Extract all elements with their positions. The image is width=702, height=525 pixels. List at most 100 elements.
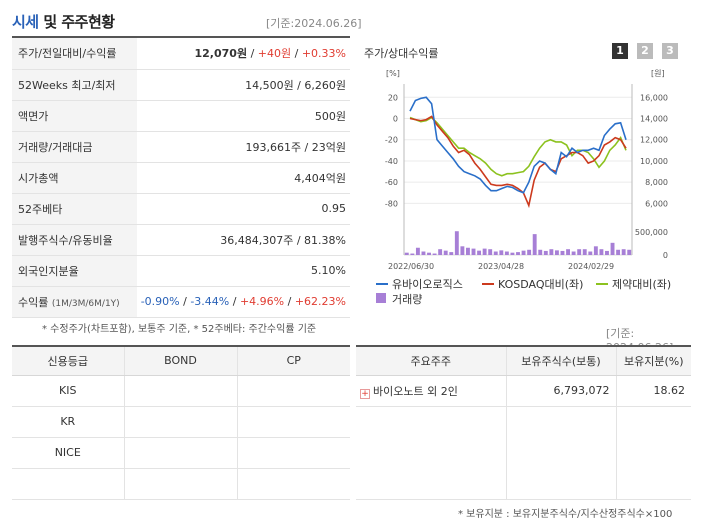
summary-label: 주가/전일대비/수익률	[12, 38, 137, 70]
volume-bar	[493, 251, 498, 255]
summary-value: 5.10%	[137, 255, 350, 287]
table-row	[356, 468, 691, 500]
table-cell: KR	[12, 406, 124, 438]
volume-bar	[571, 251, 576, 255]
chart-tab-1[interactable]: 1	[612, 43, 628, 59]
volume-bar	[616, 249, 621, 255]
y2-tick-label: 12,000	[640, 136, 668, 145]
table-cell	[123, 406, 237, 438]
table-cell: KIS	[12, 375, 124, 407]
table-row	[12, 468, 350, 500]
volume-tick-label: 500,000	[635, 228, 668, 237]
x-tick-label: 2024/02/29	[568, 262, 614, 271]
table-cell	[505, 437, 616, 468]
column-header: 주요주주	[356, 345, 506, 376]
table-cell	[356, 468, 506, 500]
volume-bar	[454, 231, 459, 255]
volume-bar	[404, 252, 409, 255]
volume-bar	[499, 250, 504, 255]
volume-bar	[593, 246, 598, 255]
chart-tab-2[interactable]: 2	[637, 43, 653, 59]
volume-bar	[621, 249, 626, 255]
table-header-row: 주요주주 보유주식수(보통) 보유지분(%)	[356, 345, 691, 376]
table-cell	[615, 468, 691, 500]
column-header: CP	[236, 345, 350, 376]
table-row: + 바이오노트 외 2인 6,793,072 18.62	[356, 375, 691, 407]
right-unit-label: [원]	[651, 69, 665, 78]
volume-bar	[627, 249, 632, 255]
chart-title: 주가/상대수익률	[364, 47, 439, 60]
shareholder-name-cell[interactable]: + 바이오노트 외 2인	[356, 375, 506, 407]
y-tick-label: 20	[388, 93, 398, 102]
y-tick-label: 0	[393, 115, 398, 124]
summary-label: 52Weeks 최고/최저	[12, 69, 137, 101]
table-row: KR	[12, 406, 350, 438]
volume-bar	[577, 249, 582, 255]
summary-label: 수익률 (1M/3M/6M/1Y)	[12, 286, 137, 318]
volume-bar	[560, 250, 565, 255]
summary-label: 외국인지분율	[12, 255, 137, 287]
table-cell	[505, 468, 616, 500]
summary-label: 시가총액	[12, 162, 137, 194]
volume-bar	[421, 251, 426, 255]
column-header: 보유주식수(보통)	[505, 345, 616, 376]
column-header: BOND	[123, 345, 237, 376]
price-summary-table: 주가/전일대비/수익률 12,070원 / +40원 / +0.33% 52We…	[12, 38, 350, 318]
volume-bar	[510, 252, 515, 255]
y2-tick-label: 6,000	[645, 199, 668, 208]
summary-row: 액면가 500원	[12, 100, 350, 132]
table-row	[356, 406, 691, 437]
volume-bar	[482, 248, 487, 255]
y-tick-label: -60	[385, 178, 398, 187]
table-cell	[236, 375, 350, 407]
y2-tick-label: 16,000	[640, 93, 668, 102]
table-cell	[123, 437, 237, 469]
summary-label: 액면가	[12, 100, 137, 132]
summary-note: * 수정주가(차트포함), 보통주 기준, * 52주베타: 주간수익률 기준	[42, 324, 317, 335]
summary-row: 외국인지분율 5.10%	[12, 255, 350, 287]
expand-icon[interactable]: +	[360, 388, 370, 399]
volume-bar	[605, 250, 609, 255]
volume-bar	[432, 253, 437, 255]
table-cell	[123, 468, 237, 500]
volume-bar	[610, 242, 615, 255]
x-tick-label: 2022/06/30	[388, 262, 434, 271]
table-cell	[236, 437, 350, 469]
column-header: 신용등급	[12, 345, 124, 376]
volume-bar	[543, 250, 548, 255]
volume-bar	[566, 249, 570, 255]
volume-bar	[443, 250, 448, 255]
major-shareholders-table: 주요주주 보유주식수(보통) 보유지분(%) + 바이오노트 외 2인 6,793…	[356, 345, 691, 500]
table-row	[356, 437, 691, 468]
volume-bar	[449, 252, 454, 255]
volume-bar	[588, 251, 593, 255]
volume-bar	[538, 249, 543, 255]
summary-value: 193,661주 / 23억원	[137, 131, 350, 163]
summary-value: 0.95	[137, 193, 350, 225]
legend-label-s4: 거래량	[392, 293, 422, 306]
volume-bar	[427, 252, 431, 255]
summary-row: 52주베타 0.95	[12, 193, 350, 225]
summary-row: 시가총액 4,404억원	[12, 162, 350, 194]
legend-label-s3: 제약대비(좌)	[612, 277, 671, 291]
holders-note: * 보유지분 : 보유지분주식수/지수산정주식수×100	[458, 509, 673, 520]
volume-bar	[504, 251, 509, 255]
chart-tab-3[interactable]: 3	[662, 43, 678, 59]
table-cell: 6,793,072	[505, 375, 616, 407]
table-cell: 18.62	[615, 375, 691, 407]
y2-tick-label: 14,000	[640, 115, 668, 124]
summary-value: 14,500원 / 6,260원	[137, 69, 350, 101]
header-divider	[12, 36, 350, 38]
volume-bar	[471, 248, 476, 255]
summary-value: 12,070원 / +40원 / +0.33%	[137, 38, 350, 70]
column-header: 보유지분(%)	[615, 345, 691, 376]
volume-bar	[516, 252, 520, 255]
summary-row: 수익률 (1M/3M/6M/1Y) -0.90% / -3.44% / +4.9…	[12, 286, 350, 318]
volume-bar	[599, 249, 604, 255]
summary-value: 36,484,307주 / 81.38%	[137, 224, 350, 256]
table-cell	[236, 468, 350, 500]
y-tick-label: -20	[385, 136, 398, 145]
volume-bar	[488, 249, 493, 255]
table-row: NICE	[12, 437, 350, 469]
series-line-1	[409, 96, 627, 194]
